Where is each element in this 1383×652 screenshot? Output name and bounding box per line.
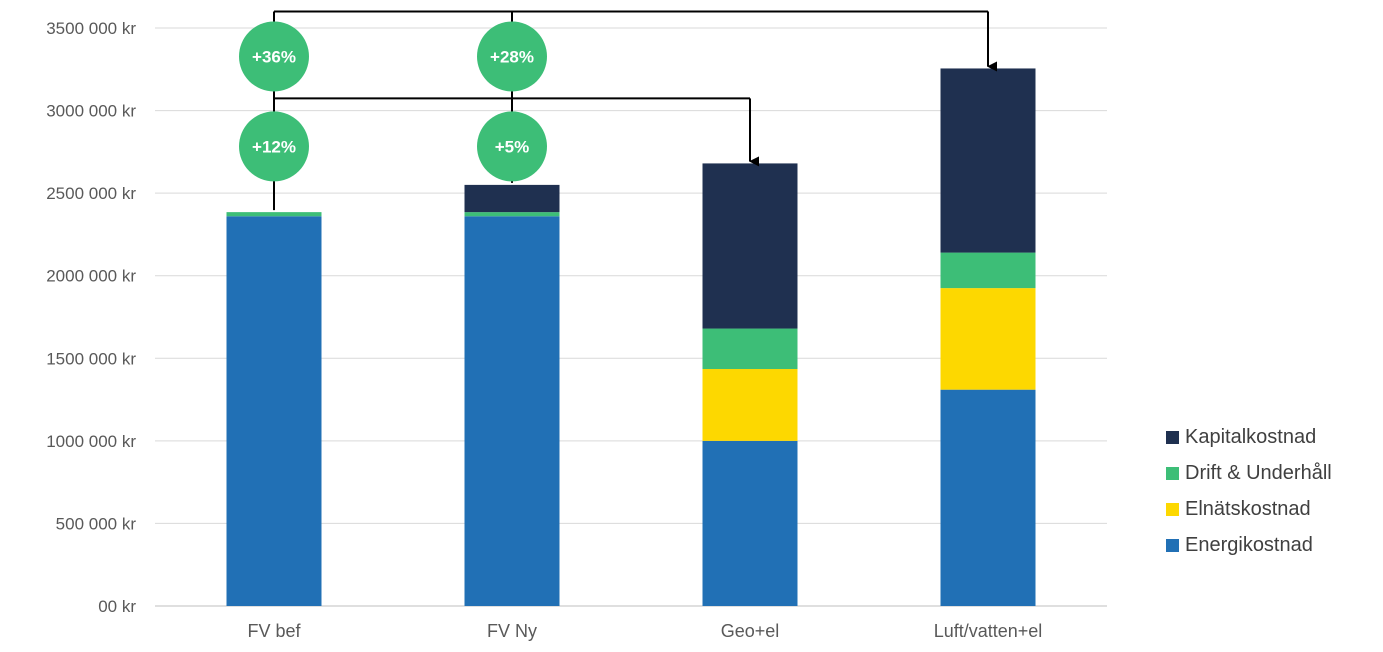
y-tick-label: 3500 000 kr (46, 19, 136, 38)
legend-label: Drift & Underhåll (1185, 462, 1332, 484)
x-axis-tick-labels: FV bef FV Ny Geo+el Luft/vatten+el (247, 621, 1042, 641)
percent-badge-label: +5% (495, 137, 530, 156)
y-tick-label: 2000 000 kr (46, 267, 136, 286)
legend-item: Elnätskostnad (1166, 498, 1332, 521)
legend-label: Elnätskostnad (1185, 498, 1311, 520)
y-tick-label: 1500 000 kr (46, 349, 136, 368)
bar-segment (702, 440, 798, 606)
bar-segment (464, 184, 560, 213)
bar-segment (940, 68, 1036, 253)
bar-segment (702, 369, 798, 441)
bar-segment (464, 212, 560, 217)
legend-label: Kapitalkostnad (1185, 426, 1317, 448)
bar-segment (226, 216, 322, 606)
percent-badge (239, 111, 309, 182)
bar-segment (464, 216, 560, 606)
percent-badge (477, 111, 547, 182)
bar-segment (940, 288, 1036, 390)
legend-swatch (1166, 539, 1179, 552)
percent-badge (239, 21, 309, 92)
y-axis-tick-labels: 00 kr 500 000 kr 1000 000 kr 1500 000 kr 200… (46, 19, 136, 616)
legend-swatch (1166, 467, 1179, 480)
x-tick-label: Geo+el (721, 621, 780, 641)
bars (226, 68, 1036, 606)
bar-segment (702, 163, 798, 329)
y-tick-label: 1000 000 kr (46, 432, 136, 451)
legend-swatch (1166, 431, 1179, 444)
x-tick-label: FV bef (247, 621, 301, 641)
x-tick-label: Luft/vatten+el (934, 621, 1043, 641)
bar-segment (702, 328, 798, 370)
bar-segment (226, 212, 322, 217)
percent-badge-label: +12% (252, 137, 296, 156)
bar-segment (940, 389, 1036, 606)
legend-label: Energikostnad (1185, 534, 1313, 556)
percent-badge-label: +36% (252, 47, 296, 66)
legend-item: Kapitalkostnad (1166, 426, 1332, 449)
y-tick-label: 500 000 kr (56, 514, 137, 533)
x-tick-label: FV Ny (487, 621, 537, 641)
legend-item: Drift & Underhåll (1166, 462, 1332, 485)
y-tick-label: 3000 000 kr (46, 102, 136, 121)
legend-swatch (1166, 503, 1179, 516)
percent-badge (477, 21, 547, 92)
percent-badge-label: +28% (490, 47, 534, 66)
bar-segment (940, 252, 1036, 289)
y-tick-label: 2500 000 kr (46, 184, 136, 203)
comparison-annotations: +12% +5% +36% +28% (239, 10, 997, 211)
legend: Kapitalkostnad Drift & Underhåll Elnätskos… (1166, 426, 1332, 570)
legend-item: Energikostnad (1166, 534, 1332, 557)
y-tick-label: 00 kr (98, 597, 136, 616)
